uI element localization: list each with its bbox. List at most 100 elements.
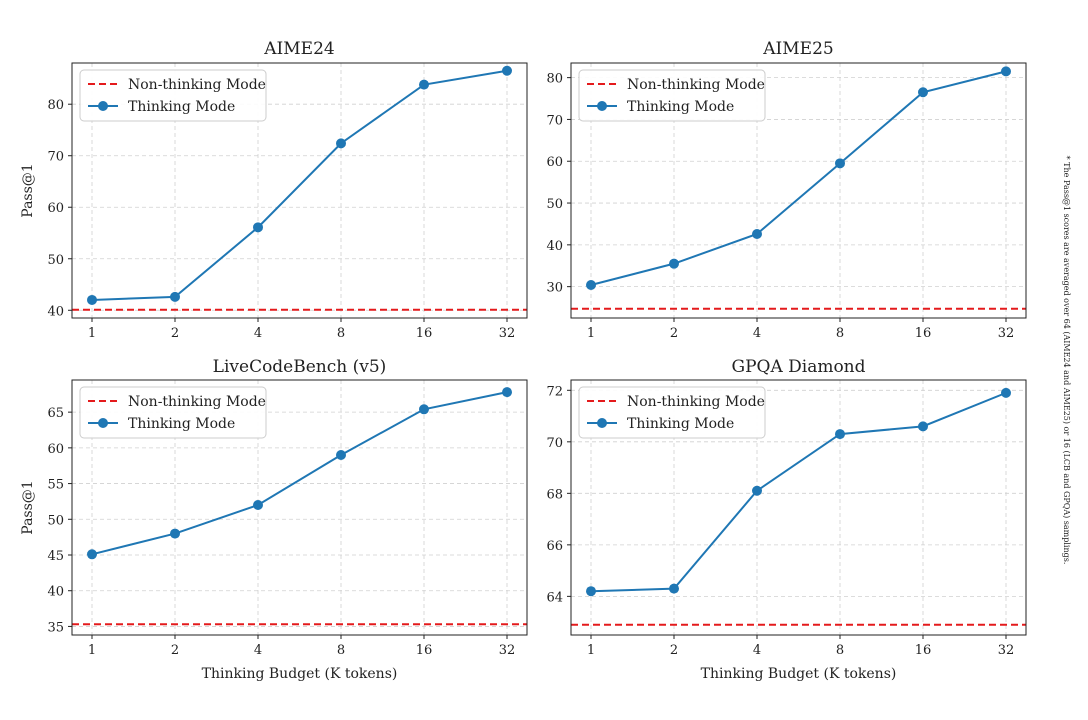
x-tick-label: 2	[171, 643, 179, 658]
x-tick-label: 32	[499, 326, 516, 341]
y-tick-label: 60	[47, 442, 64, 457]
legend-box	[79, 69, 267, 122]
legend-label: Non-thinking Mode	[627, 77, 765, 93]
x-tick-label: 2	[171, 326, 179, 341]
x-axis-label: Thinking Budget (K tokens)	[701, 666, 897, 682]
x-tick-label: 8	[337, 643, 345, 658]
axes-frame	[71, 379, 528, 636]
x-tick-label: 16	[416, 643, 433, 658]
thinking-point	[918, 87, 928, 98]
thinking-point	[336, 138, 346, 149]
thinking-point	[669, 583, 679, 594]
x-tick-label: 4	[753, 643, 761, 658]
y-axis-label: Pass@1	[20, 163, 36, 217]
thinking-point	[918, 421, 928, 432]
y-tick-label: 68	[546, 487, 563, 502]
x-tick-label: 8	[337, 326, 345, 341]
y-tick-label: 35	[47, 620, 64, 635]
legend-label: Thinking Mode	[627, 99, 734, 115]
axes-frame	[71, 62, 528, 319]
chart-title: AIME25	[762, 39, 833, 59]
x-tick-label: 4	[254, 326, 262, 341]
axes-frame	[570, 379, 1027, 636]
y-tick-label: 40	[546, 239, 563, 254]
y-axis-label: Pass@1	[20, 480, 36, 534]
legend-label: Non-thinking Mode	[128, 77, 266, 93]
y-tick-label: 65	[47, 406, 64, 421]
thinking-point	[419, 79, 429, 90]
thinking-point	[87, 294, 97, 305]
x-tick-label: 32	[998, 643, 1015, 658]
thinking-point	[1001, 66, 1011, 77]
y-tick-label: 64	[546, 590, 563, 605]
thinking-point	[586, 279, 596, 290]
y-tick-label: 80	[546, 72, 563, 87]
y-tick-label: 70	[47, 150, 64, 165]
y-tick-label: 50	[47, 253, 64, 268]
thinking-point	[1001, 387, 1011, 398]
y-tick-label: 45	[47, 549, 64, 564]
legend-box	[79, 386, 267, 439]
y-tick-label: 70	[546, 113, 563, 128]
legend-label: Thinking Mode	[627, 416, 734, 432]
thinking-line	[590, 391, 1007, 593]
thinking-point	[336, 450, 346, 460]
y-tick-label: 60	[47, 201, 64, 216]
axes-frame	[570, 62, 1027, 319]
y-tick-label: 40	[47, 304, 64, 319]
x-tick-label: 2	[670, 643, 678, 658]
x-tick-label: 1	[88, 326, 96, 341]
x-tick-label: 4	[254, 643, 262, 658]
y-tick-label: 66	[546, 539, 563, 554]
y-tick-label: 55	[47, 478, 64, 493]
x-axis-label: Thinking Budget (K tokens)	[202, 666, 398, 682]
legend-label: Non-thinking Mode	[128, 394, 266, 410]
legend-box	[578, 69, 766, 122]
x-tick-label: 16	[416, 326, 433, 341]
thinking-point	[87, 549, 97, 560]
x-tick-label: 2	[670, 326, 678, 341]
x-tick-label: 8	[836, 326, 844, 341]
x-tick-label: 32	[998, 326, 1015, 341]
chart-panel-3: 1 2 4 8 16 32 35 40 45 50 55 60 65 LiveCodeBench (v5)…	[20, 357, 528, 682]
thinking-point	[253, 222, 263, 233]
thinking-point	[170, 291, 180, 302]
y-tick-label: 72	[546, 384, 563, 399]
y-tick-label: 80	[47, 98, 64, 113]
thinking-point	[502, 387, 512, 398]
y-tick-label: 70	[546, 436, 563, 451]
chart-panel-1: 1 2 4 8 16 32 40 50 60 70 80 AIME24 Pass@1 Non-thinki…	[20, 39, 528, 341]
legend-marker-thinking	[98, 418, 108, 428]
y-tick-label: 50	[546, 197, 563, 212]
thinking-line	[91, 69, 508, 301]
thinking-point	[752, 485, 762, 496]
chart-title: LiveCodeBench (v5)	[213, 357, 387, 377]
thinking-point	[669, 258, 679, 269]
y-tick-label: 40	[47, 585, 64, 600]
thinking-point	[170, 528, 180, 539]
legend-box	[578, 386, 766, 439]
thinking-point	[835, 158, 845, 169]
chart-title: AIME24	[263, 39, 334, 59]
chart-panel-2: 1 2 4 8 16 32 30 40 50 60 70 80 AIME25 Non-thinking M…	[546, 39, 1027, 341]
y-tick-label: 50	[47, 513, 64, 528]
y-tick-label: 60	[546, 155, 563, 170]
y-tick-label: 30	[546, 281, 563, 296]
thinking-line	[590, 70, 1007, 286]
thinking-point	[253, 500, 263, 510]
footnote: * The Pass@1 scores are averaged over 64…	[1062, 156, 1071, 565]
chart-title: GPQA Diamond	[731, 357, 865, 377]
thinking-point	[502, 65, 512, 76]
thinking-point	[752, 228, 762, 239]
x-tick-label: 1	[88, 643, 96, 658]
x-tick-label: 1	[587, 643, 595, 658]
chart-panel-4: 1 2 4 8 16 32 64 66 68 70 72 GPQA Diamond Thinking B…	[546, 357, 1027, 682]
legend-marker-thinking	[98, 101, 108, 111]
x-tick-label: 32	[499, 643, 516, 658]
thinking-line	[91, 391, 508, 556]
x-tick-label: 8	[836, 643, 844, 658]
legend-label: Non-thinking Mode	[627, 394, 765, 410]
thinking-point	[835, 429, 845, 440]
x-tick-label: 16	[915, 326, 932, 341]
x-tick-label: 4	[753, 326, 761, 341]
